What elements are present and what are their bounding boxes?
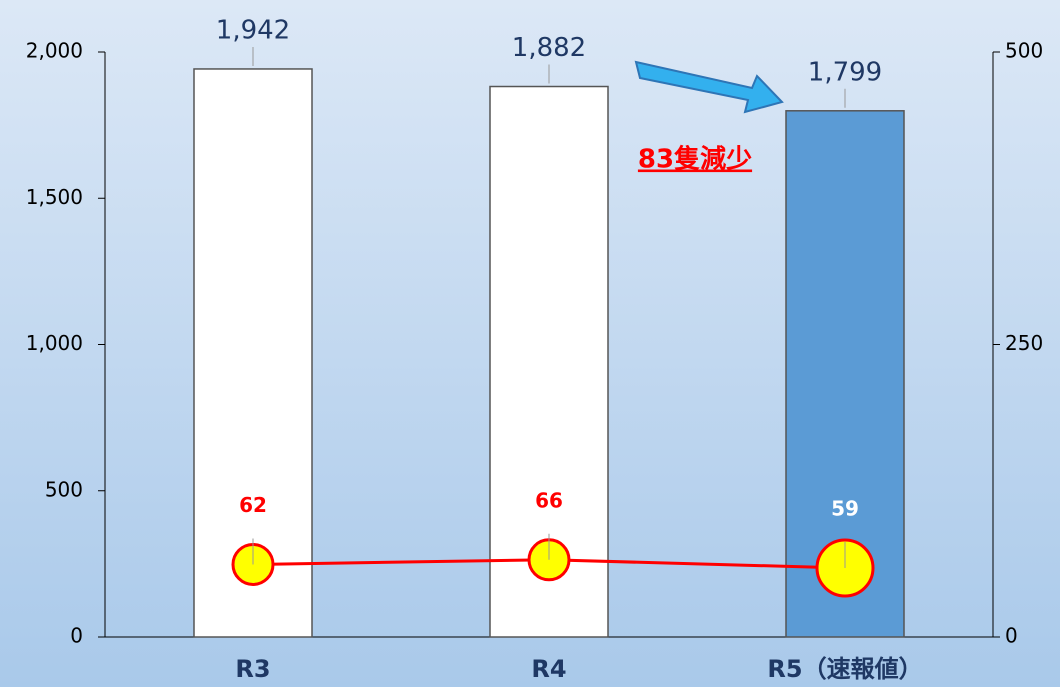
y2-tick-label: 0 bbox=[1005, 624, 1018, 648]
y-tick-label: 1,000 bbox=[26, 331, 83, 355]
bar-value-label: 1,799 bbox=[808, 57, 882, 87]
y-tick-label: 500 bbox=[45, 477, 83, 501]
arrow bbox=[634, 60, 784, 114]
bar-value-label: 1,882 bbox=[512, 33, 586, 63]
line-value-label: 62 bbox=[239, 493, 267, 517]
bar-value-label: 1,942 bbox=[216, 15, 290, 45]
y-tick-label: 2,000 bbox=[26, 39, 83, 63]
y-tick-label: 1,500 bbox=[26, 185, 83, 209]
x-tick-label: R4 bbox=[531, 655, 566, 683]
y2-tick-label: 500 bbox=[1005, 39, 1043, 63]
line-value-label: 66 bbox=[535, 488, 563, 512]
line-value-label: 59 bbox=[831, 496, 859, 520]
x-tick-label: R3 bbox=[235, 655, 270, 683]
y2-tick-label: 250 bbox=[1005, 331, 1043, 355]
x-tick-label: R5（速報値） bbox=[767, 655, 922, 683]
annotation: 83隻減少 bbox=[638, 145, 752, 175]
y-tick-label: 0 bbox=[70, 624, 83, 648]
